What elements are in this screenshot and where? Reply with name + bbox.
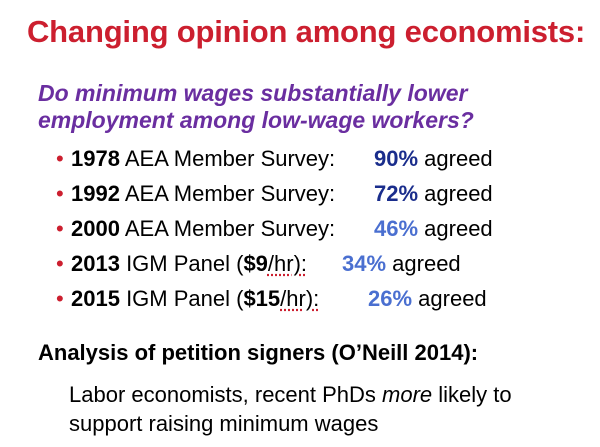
analysis-heading: Analysis of petition signers (O’Neill 20… (38, 340, 479, 365)
bullet-icon: • (56, 181, 64, 206)
survey-result: 46% agreed (374, 216, 493, 242)
question-line-1: Do minimum wages substantially lower (38, 80, 468, 106)
survey-description: 2000 AEA Member Survey: (71, 216, 335, 242)
survey-percent: 72% (374, 181, 419, 206)
survey-name: AEA Member Survey: (119, 181, 336, 206)
survey-year: 1992 (71, 181, 120, 206)
survey-description: 2015 IGM Panel ($15/hr): (71, 286, 319, 312)
survey-percent: 46% (374, 216, 419, 241)
survey-agreed: agreed (418, 146, 493, 171)
finding-line-2: support raising minimum wages (69, 411, 379, 436)
question-text: Do minimum wages substantially lower emp… (38, 80, 474, 134)
survey-year: 2013 (71, 251, 120, 276)
survey-wage: $15 (243, 286, 281, 311)
bullet-icon: • (56, 216, 64, 241)
survey-unit: /hr): (267, 251, 308, 276)
bullet-icon: • (56, 146, 64, 171)
survey-year: 2000 (71, 216, 120, 241)
finding-text: Labor economists, recent PhDs more likel… (69, 380, 512, 438)
survey-name: AEA Member Survey: (119, 216, 336, 241)
finding-text-part: likely to (432, 382, 512, 407)
survey-name: IGM Panel ( (119, 251, 244, 276)
survey-result: 26% agreed (368, 286, 487, 312)
survey-agreed: agreed (386, 251, 461, 276)
survey-percent: 26% (368, 286, 413, 311)
survey-name: AEA Member Survey: (119, 146, 336, 171)
bullet-icon: • (56, 251, 64, 276)
survey-description: 1978 AEA Member Survey: (71, 146, 335, 172)
survey-percent: 34% (342, 251, 387, 276)
question-line-2: employment among low-wage workers? (38, 107, 474, 133)
survey-agreed: agreed (418, 216, 493, 241)
survey-unit: /hr): (280, 286, 320, 311)
survey-agreed: agreed (412, 286, 487, 311)
survey-name: IGM Panel ( (119, 286, 244, 311)
survey-percent: 90% (374, 146, 419, 171)
finding-text-part: Labor economists, recent PhDs (69, 382, 383, 407)
survey-description: 2013 IGM Panel ($9/hr): (71, 251, 307, 277)
survey-description: 1992 AEA Member Survey: (71, 181, 335, 207)
survey-result: 34% agreed (342, 251, 461, 277)
survey-year: 1978 (71, 146, 120, 171)
bullet-icon: • (56, 286, 64, 311)
survey-wage: $9 (243, 251, 268, 276)
survey-result: 90% agreed (374, 146, 493, 172)
survey-year: 2015 (71, 286, 120, 311)
survey-agreed: agreed (418, 181, 493, 206)
survey-result: 72% agreed (374, 181, 493, 207)
finding-line-1: Labor economists, recent PhDs more likel… (69, 380, 512, 409)
finding-emphasis: more (382, 382, 433, 407)
slide-title: Changing opinion among economists: (27, 14, 586, 49)
